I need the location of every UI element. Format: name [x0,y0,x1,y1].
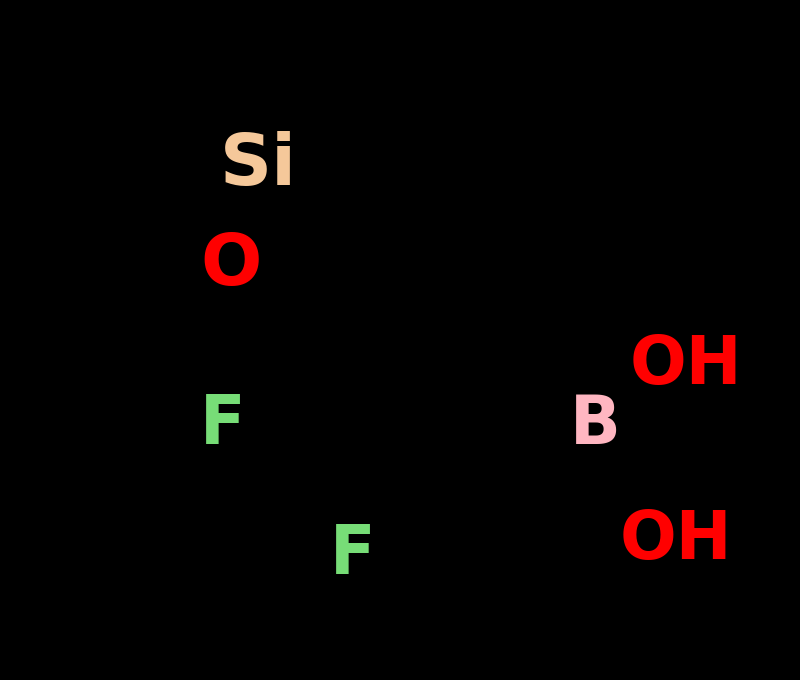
Text: OH: OH [620,507,733,573]
Text: Si: Si [220,131,297,199]
Text: F: F [330,522,375,588]
Text: OH: OH [630,332,742,398]
Text: O: O [200,231,262,299]
Text: F: F [200,392,246,458]
Text: B: B [570,392,621,458]
